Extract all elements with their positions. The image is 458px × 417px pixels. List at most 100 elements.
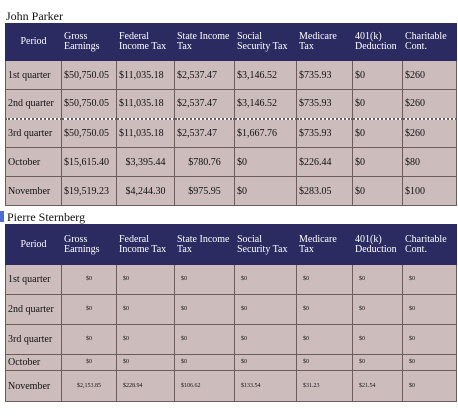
cell-401k: $0 <box>352 264 403 295</box>
cell-period: 1st quarter <box>5 264 62 295</box>
header-401k: 401(k) Deduction <box>352 23 403 61</box>
cell-401k: $0 <box>352 354 403 371</box>
cell-medicare: $735.93 <box>296 89 353 119</box>
cell-medicare: $735.93 <box>296 117 353 148</box>
header-period: Period <box>5 23 62 61</box>
cell-social: $1,667.76 <box>234 117 297 148</box>
cell-social: $0 <box>234 264 297 295</box>
table-row: 2nd quarter $0 $0 $0 $0 $0 $0 $0 <box>5 294 457 325</box>
cell-period: 3rd quarter <box>5 324 62 355</box>
table-row: 1st quarter $50,750.05 $11,035.18 $2,537… <box>5 60 457 90</box>
cell-federal: $0 <box>116 294 175 325</box>
cell-charitable: $100 <box>402 176 457 206</box>
cell-state: $0 <box>174 354 235 371</box>
cell-gross: $0 <box>61 294 117 325</box>
cell-state: $106.62 <box>174 370 235 402</box>
employee-name: John Parker <box>6 9 63 23</box>
cell-gross: $50,750.05 <box>61 89 117 119</box>
cell-social: $0 <box>234 324 297 355</box>
cell-charitable: $260 <box>402 60 457 90</box>
payroll-table: Period Gross Earnings Federal Income Tax… <box>5 23 457 206</box>
cell-social: $133.54 <box>234 370 297 402</box>
cell-charitable: $0 <box>402 324 457 355</box>
header-federal: Federal Income Tax <box>116 224 175 265</box>
cell-gross: $0 <box>61 354 117 371</box>
cell-social: $0 <box>234 294 297 325</box>
cell-charitable: $260 <box>402 89 457 119</box>
cell-gross: $50,750.05 <box>61 60 117 90</box>
cell-medicare: $0 <box>296 354 353 371</box>
header-401k: 401(k) Deduction <box>352 224 403 265</box>
cell-social: $3,146.52 <box>234 60 297 90</box>
cell-medicare: $283.05 <box>296 176 353 206</box>
cell-state: $2,537.47 <box>174 117 235 148</box>
cell-401k: $0 <box>352 89 403 119</box>
cell-charitable: $0 <box>402 354 457 371</box>
cell-period: November <box>5 176 62 206</box>
cell-401k: $0 <box>352 324 403 355</box>
cell-state: $0 <box>174 324 235 355</box>
cell-401k: $21.54 <box>352 370 403 402</box>
table-row: 3rd quarter $0 $0 $0 $0 $0 $0 $0 <box>5 324 457 355</box>
cell-social: $0 <box>234 354 297 371</box>
cell-state: $780.76 <box>174 147 235 177</box>
cell-state: $0 <box>174 264 235 295</box>
cell-401k: $0 <box>352 176 403 206</box>
cell-gross: $15,615.40 <box>61 147 117 177</box>
cell-state: $2,537.47 <box>174 60 235 90</box>
cell-social: $0 <box>234 176 297 206</box>
header-charitable: Charitable Cont. <box>402 23 457 61</box>
header-charitable: Charitable Cont. <box>402 224 457 265</box>
cell-federal: $0 <box>116 324 175 355</box>
cell-federal: $11,035.18 <box>116 117 175 148</box>
table-row: October $15,615.40 $3,395.44 $780.76 $0 … <box>5 147 457 177</box>
header-gross: Gross Earnings <box>61 224 117 265</box>
header-gross: Gross Earnings <box>61 23 117 61</box>
cell-federal: $4,244.30 <box>116 176 175 206</box>
cell-federal: $0 <box>116 354 175 371</box>
cell-federal: $228.94 <box>116 370 175 402</box>
cell-charitable: $0 <box>402 264 457 295</box>
payroll-table: Period Gross Earnings Federal Income Tax… <box>5 224 457 402</box>
cell-period: 2nd quarter <box>5 89 62 119</box>
cell-medicare: $0 <box>296 264 353 295</box>
cell-charitable: $260 <box>402 117 457 148</box>
header-row: Period Gross Earnings Federal Income Tax… <box>5 224 457 265</box>
cell-period: November <box>5 370 62 402</box>
table-row: 1st quarter $0 $0 $0 $0 $0 $0 $0 <box>5 264 457 295</box>
cell-period: 2nd quarter <box>5 294 62 325</box>
cell-401k: $0 <box>352 147 403 177</box>
cell-social: $3,146.52 <box>234 89 297 119</box>
cell-gross: $0 <box>61 264 117 295</box>
cell-state: $975.95 <box>174 176 235 206</box>
cell-state: $2,537.47 <box>174 89 235 119</box>
header-social: Social Security Tax <box>234 224 297 265</box>
cell-medicare: $31.23 <box>296 370 353 402</box>
header-state: State Income Tax <box>174 224 235 265</box>
cell-gross: $50,750.05 <box>61 117 117 148</box>
cell-period: October <box>5 147 62 177</box>
cell-medicare: $0 <box>296 324 353 355</box>
employee-name-text: Pierre Sternberg <box>7 210 86 224</box>
header-medicare: Medicare Tax <box>296 23 353 61</box>
cell-federal: $11,035.18 <box>116 60 175 90</box>
table-row: 3rd quarter $50,750.05 $11,035.18 $2,537… <box>5 117 457 148</box>
table-row: November $2,153.85 $228.94 $106.62 $133.… <box>5 370 457 402</box>
cell-medicare: $0 <box>296 294 353 325</box>
cell-period: October <box>5 354 62 371</box>
cell-charitable: $0 <box>402 370 457 402</box>
cell-federal: $3,395.44 <box>116 147 175 177</box>
cell-medicare: $735.93 <box>296 60 353 90</box>
cell-gross: $19,519.23 <box>61 176 117 206</box>
header-federal: Federal Income Tax <box>116 23 175 61</box>
cell-401k: $0 <box>352 117 403 148</box>
cell-gross: $0 <box>61 324 117 355</box>
header-social: Social Security Tax <box>234 23 297 61</box>
cell-gross: $2,153.85 <box>61 370 117 402</box>
header-row: Period Gross Earnings Federal Income Tax… <box>5 23 457 61</box>
header-state: State Income Tax <box>174 23 235 61</box>
cell-charitable: $80 <box>402 147 457 177</box>
cell-401k: $0 <box>352 60 403 90</box>
row-marker <box>0 211 4 222</box>
cell-401k: $0 <box>352 294 403 325</box>
